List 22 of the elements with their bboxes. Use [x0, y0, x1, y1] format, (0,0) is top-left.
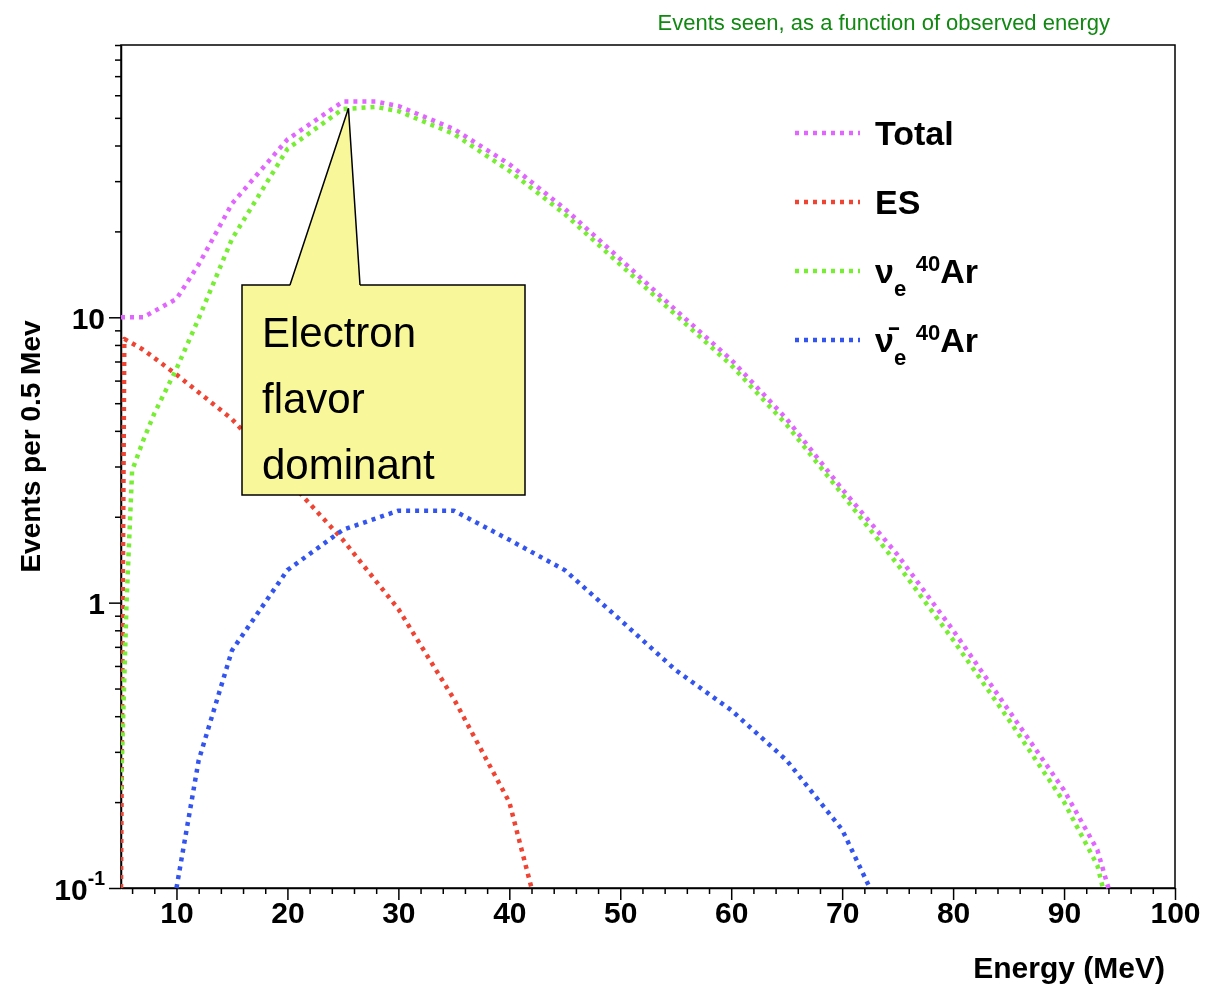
x-tick-label: 30: [382, 896, 416, 930]
x-tick-label: 70: [825, 896, 860, 930]
y-tick-label: 10: [71, 301, 105, 335]
x-tick-label: 80: [936, 896, 971, 930]
legend-label: ν$_{e}$ $^{40}$Ar: [875, 250, 979, 301]
y-axis-title: Events per 0.5 Mev: [15, 320, 46, 573]
legend-label: ES: [875, 183, 921, 221]
x-tick-label: 90: [1047, 896, 1082, 930]
x-tick-label: 100: [1150, 896, 1201, 930]
x-tick-label: 60: [715, 896, 749, 930]
x-tick-label: 40: [493, 896, 527, 930]
x-tick-label: 10: [160, 896, 194, 930]
x-axis-title: Energy (MeV): [973, 951, 1165, 984]
x-tick-label: 50: [604, 896, 638, 930]
legend-label: ν̄$_{e}$ $^{40}$Ar: [875, 319, 979, 370]
line-series: [174, 508, 873, 891]
y-tick-label: 10$^{-1}$: [54, 866, 106, 905]
legend-label: Total: [875, 114, 954, 152]
chart-title: Events seen, as a function of observed energy: [657, 10, 1110, 35]
y-tick-label: 1: [88, 586, 105, 620]
annotation: Electron flavor dominant: [262, 309, 436, 488]
x-tick-label: 20: [271, 896, 305, 930]
